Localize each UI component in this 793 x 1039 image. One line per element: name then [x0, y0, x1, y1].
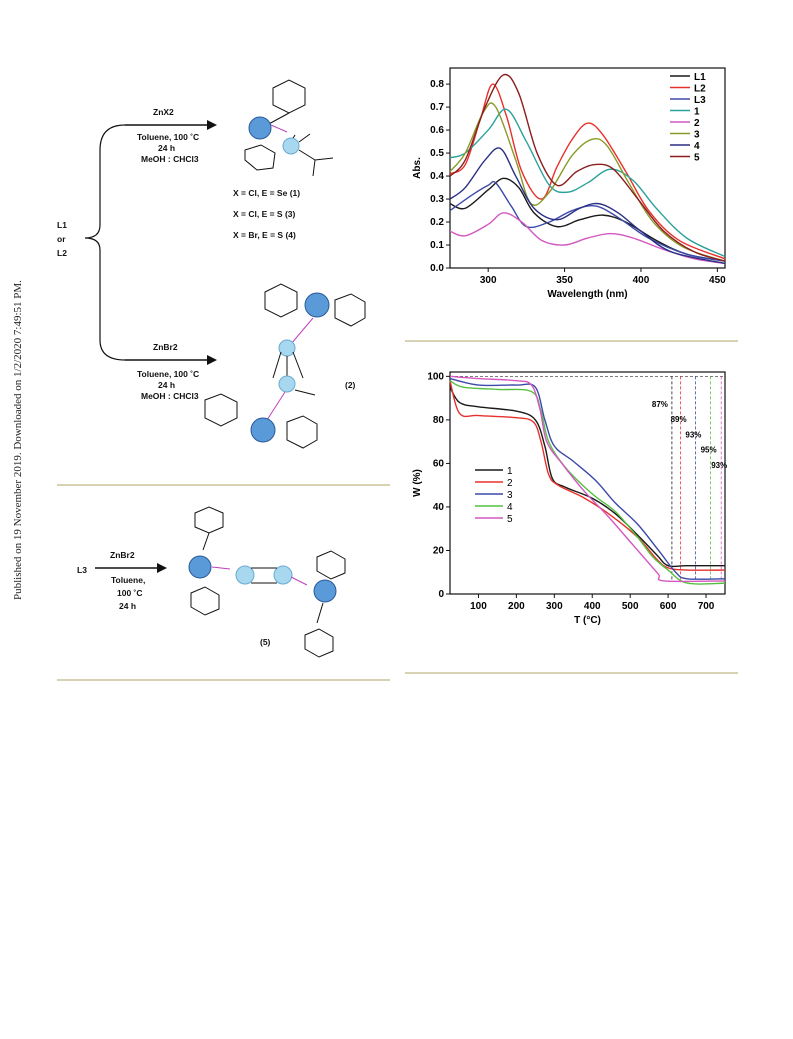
lower-reagent: ZnBr2 — [153, 342, 178, 352]
annotation-label-3: 95% — [701, 446, 717, 455]
y-tick-label: 0.5 — [430, 148, 444, 159]
x-tick-label: 350 — [556, 275, 573, 286]
y-tick-label: 80 — [433, 415, 445, 426]
plot-frame — [449, 67, 726, 269]
annotation-label-2: 93% — [685, 430, 701, 439]
upper-product-line-2: X = Cl, E = S (3) — [233, 209, 296, 219]
legend-label-4: 4 — [694, 141, 700, 152]
upper-cond-3: MeOH : CHCl3 — [141, 154, 199, 164]
x-tick-label: 400 — [584, 601, 601, 612]
upper-product-structure — [244, 79, 334, 177]
publication-watermark: Published on 19 November 2019. Downloade… — [12, 280, 24, 600]
upper-product-line-1: X = Cl, E = Se (1) — [233, 188, 300, 198]
series-line-5 — [449, 375, 726, 583]
lower-cond-1: Toluene, 100 ˚C — [137, 369, 199, 379]
reaction-scheme-1: L1 or L2 ZnX2 Toluene, 100 ˚C 24 h MeOH … — [57, 79, 366, 449]
scheme1-brace — [84, 124, 126, 361]
y-axis-label: W (%) — [412, 469, 423, 497]
y-tick-label: 0.2 — [430, 217, 444, 228]
y-tick-label: 100 — [427, 371, 444, 382]
series-line-4 — [449, 147, 726, 265]
series-line-1 — [449, 386, 725, 568]
series-line-4 — [449, 380, 726, 585]
y-tick-label: 0.4 — [430, 171, 444, 182]
legend-label-3: 3 — [507, 490, 513, 501]
y-tick-label: 60 — [433, 458, 445, 469]
y-tick-label: 40 — [433, 502, 445, 513]
uv-vis-absorbance-chart: 300 350 400 450 0.0 0.1 0.2 0.3 0.4 0.5 0.6 0.7 0.8 W… — [412, 67, 726, 300]
x-tick-label: 450 — [709, 275, 726, 286]
annotation-label-4: 93% — [711, 461, 727, 470]
upper-cond-1: Toluene, 100 ˚C — [137, 132, 199, 142]
legend-label-2: 2 — [694, 118, 700, 129]
x-tick-label: 200 — [508, 601, 525, 612]
x-tick-label: 600 — [660, 601, 677, 612]
divider-right-1 — [405, 340, 738, 342]
scheme1-ligand-2: L2 — [57, 248, 67, 258]
series-line-2 — [449, 380, 726, 571]
scheme2-cond-2: 100 ˚C — [117, 588, 143, 598]
legend-label-L2: L2 — [694, 84, 706, 95]
scheme2-cond-3: 24 h — [119, 601, 136, 611]
y-axis-label: Abs. — [412, 157, 423, 179]
x-axis-label: Wavelength (nm) — [547, 289, 627, 300]
legend-label-4: 4 — [507, 502, 513, 513]
x-tick-label: 400 — [633, 275, 650, 286]
upper-cond-2: 24 h — [158, 143, 175, 153]
legend-label-1: 1 — [694, 107, 700, 118]
series-line-5 — [449, 73, 726, 262]
series-line-2 — [449, 212, 726, 265]
series-line-1 — [449, 108, 726, 258]
x-tick-label: 700 — [698, 601, 715, 612]
x-tick-label: 300 — [546, 601, 563, 612]
y-tick-label: 0.1 — [430, 240, 444, 251]
annotation-label-0: 87% — [652, 400, 668, 409]
plot-frame — [449, 371, 726, 595]
lower-cond-2: 24 h — [158, 380, 175, 390]
y-tick-label: 0.3 — [430, 194, 444, 205]
lower-product-structure — [204, 283, 366, 449]
y-tick-label: 0.8 — [430, 79, 444, 90]
x-tick-label: 500 — [622, 601, 639, 612]
scheme2-product-structure — [188, 506, 346, 658]
divider-left-2 — [57, 679, 390, 681]
upper-reagent: ZnX2 — [153, 107, 174, 117]
legend-label-5: 5 — [507, 514, 513, 525]
y-tick-label: 0.6 — [430, 125, 444, 136]
scheme1-ligand-1: L1 — [57, 220, 67, 230]
series-line-3 — [449, 377, 726, 580]
lower-cond-3: MeOH : CHCl3 — [141, 391, 199, 401]
scheme2-reactant: L3 — [77, 565, 87, 575]
y-tick-label: 20 — [433, 545, 445, 556]
reaction-scheme-2: L3 ZnBr2 Toluene, 100 ˚C 24 h (5) — [77, 506, 346, 658]
y-tick-label: 0.7 — [430, 102, 444, 113]
legend-label-5: 5 — [694, 153, 700, 164]
series-line-L2 — [449, 83, 726, 260]
scheme2-cond-1: Toluene, — [111, 575, 145, 585]
x-axis-label: T (°C) — [574, 615, 601, 626]
legend-label-1: 1 — [507, 466, 513, 477]
tga-weight-loss-chart: 100 200 300 400 500 600 700 0 20 40 60 80 100 T (°C) W… — [412, 371, 727, 626]
series-line-3 — [449, 102, 726, 262]
legend-label-L3: L3 — [694, 95, 706, 106]
legend-label-L1: L1 — [694, 72, 706, 83]
scheme2-product-label: (5) — [260, 637, 271, 647]
lower-product-label: (2) — [345, 380, 356, 390]
scheme2-reagent: ZnBr2 — [110, 550, 135, 560]
divider-right-2 — [405, 672, 738, 674]
scheme1-ligand-or: or — [57, 234, 66, 244]
y-tick-label: 0 — [438, 589, 444, 600]
y-tick-label: 0.0 — [430, 263, 444, 274]
x-tick-label: 100 — [470, 601, 487, 612]
divider-left-1 — [57, 484, 390, 486]
legend-label-3: 3 — [694, 130, 700, 141]
legend-label-2: 2 — [507, 478, 513, 489]
series-line-L1 — [449, 177, 726, 262]
annotation-label-1: 89% — [671, 415, 687, 424]
upper-product-line-3: X = Br, E = S (4) — [233, 230, 296, 240]
x-tick-label: 300 — [480, 275, 497, 286]
